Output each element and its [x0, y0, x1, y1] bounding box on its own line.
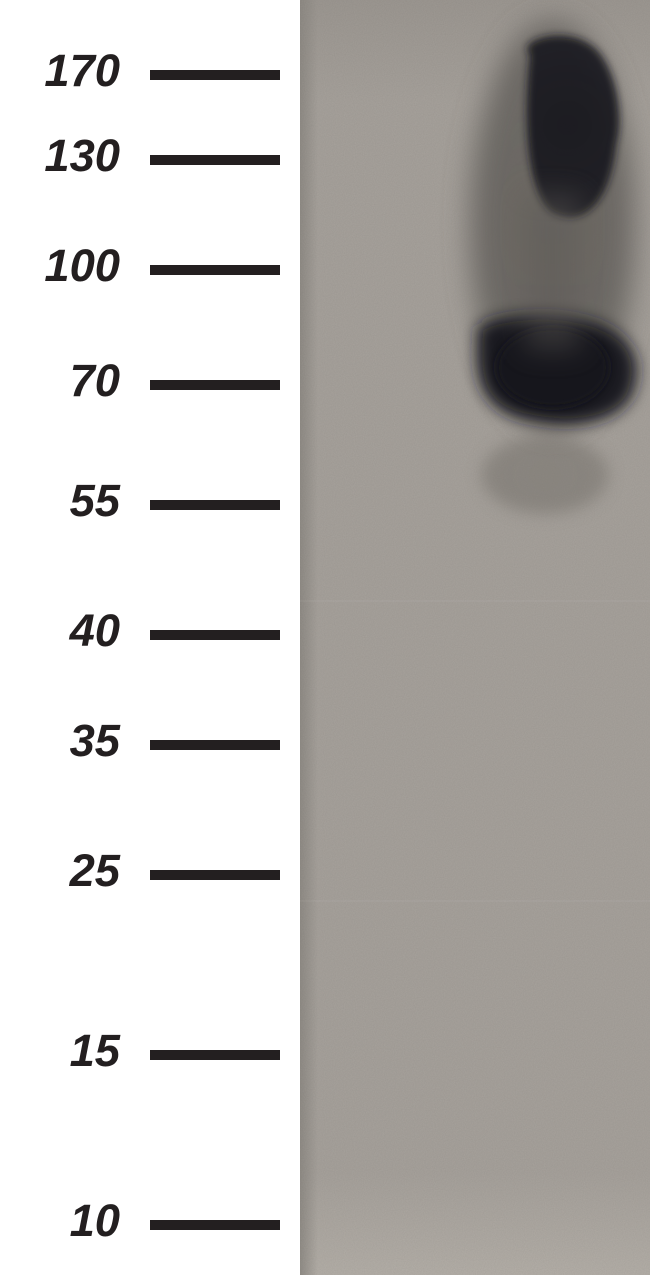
mw-tick-100: [150, 265, 280, 275]
mw-label-70: 70: [10, 355, 120, 407]
mw-label-10: 10: [10, 1195, 120, 1247]
mw-tick-55: [150, 500, 280, 510]
mw-tick-35: [150, 740, 280, 750]
mw-tick-10: [150, 1220, 280, 1230]
mw-tick-170: [150, 70, 280, 80]
mw-tick-15: [150, 1050, 280, 1060]
mw-label-35: 35: [10, 715, 120, 767]
mw-tick-25: [150, 870, 280, 880]
mw-tick-130: [150, 155, 280, 165]
mw-tick-40: [150, 630, 280, 640]
western-blot-figure: 170 130 100 70 55 40 35 25 15 10: [0, 0, 650, 1275]
mw-label-100: 100: [10, 240, 120, 292]
mw-label-15: 15: [10, 1025, 120, 1077]
mw-label-55: 55: [10, 475, 120, 527]
mw-tick-70: [150, 380, 280, 390]
mw-label-130: 130: [10, 130, 120, 182]
blot-membrane: [300, 0, 650, 1275]
mw-label-170: 170: [10, 45, 120, 97]
blot-svg: [300, 0, 650, 1275]
molecular-weight-ladder: 170 130 100 70 55 40 35 25 15 10: [0, 0, 300, 1275]
mw-label-40: 40: [10, 605, 120, 657]
mw-label-25: 25: [10, 845, 120, 897]
